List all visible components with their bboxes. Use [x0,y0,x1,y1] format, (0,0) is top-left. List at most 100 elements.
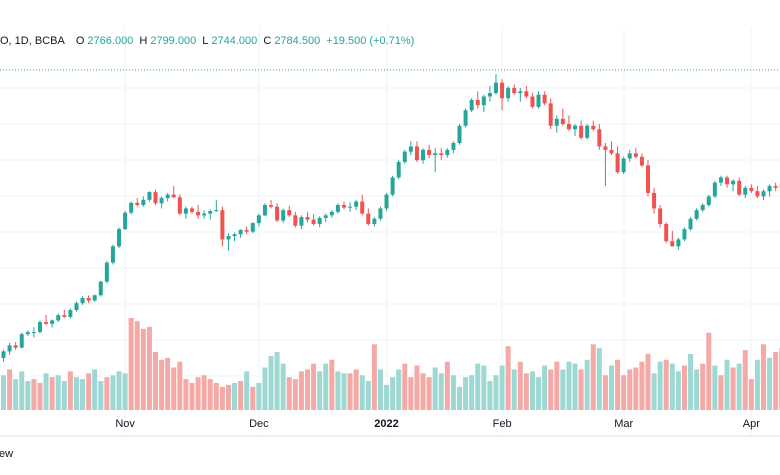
candle-body [561,119,565,124]
candle-body [190,208,194,211]
volume-bar [311,364,316,410]
candle-body [774,186,778,188]
volume-bar [390,377,395,410]
volume-bar [165,358,170,410]
candle-body [458,126,462,143]
volume-bar [68,371,73,410]
volume-bar [512,369,517,410]
candle-body [482,97,486,106]
candle-body [768,186,772,191]
candle-body [123,213,127,229]
candle-body [512,88,516,93]
volume-bar [433,368,438,411]
candle-body [56,315,60,320]
volume-bar [366,381,371,410]
volume-bar [566,362,571,410]
time-axis-label: Feb [493,418,512,430]
volume-bar [129,318,134,410]
volume-bar [341,373,346,410]
volume-bar [250,387,255,410]
candle-body [93,295,97,300]
candle-body [293,215,297,225]
volume-bar [299,371,304,410]
candle-body [245,230,249,232]
candle-body [518,91,522,93]
volume-bar [591,344,596,410]
volume-bar [56,375,61,410]
candle-body [494,83,498,93]
volume-bar [767,358,772,410]
volume-bar [639,362,644,410]
candle-body [397,162,401,178]
time-axis-label: Apr [743,418,760,430]
candle-body [409,146,413,151]
volume-bar [536,377,541,410]
time-axis-label: Dec [249,418,269,430]
volume-bar [44,373,49,410]
candle-body [366,214,370,224]
candle-body [172,195,176,198]
volume-bar [74,377,79,410]
candle-body [573,126,577,129]
candle-body [330,212,334,215]
volume-bar [214,383,219,410]
volume-bar [348,373,353,410]
candle-body [141,200,145,205]
candle-body [160,198,164,203]
volume-bar [305,369,310,410]
candle-body [214,210,218,211]
volume-bar [609,366,614,410]
candle-body [385,195,389,209]
candle-body [506,88,510,98]
time-axis-label: Nov [115,418,135,430]
candle-body [743,188,747,195]
candle-body [646,165,650,193]
candle-body [196,212,200,215]
volume-bar [737,364,742,410]
candle-body [348,207,352,208]
candle-body [421,150,425,160]
volume-bar [554,362,559,410]
volume-bar [670,364,675,410]
candle-body [269,205,273,207]
volume-bar [147,327,152,410]
candle-body [603,146,607,149]
candle-body [445,150,449,155]
candle-body [32,332,36,333]
volume-bar [141,329,146,410]
volume-bar [402,364,407,410]
candle-body [555,119,559,126]
volume-bar [481,366,486,410]
candle-body [81,298,85,303]
candle-body [451,143,455,150]
symbol-label: O, 1D, BCBA [0,35,65,47]
volume-bar [31,379,36,410]
volume-bar [177,362,182,410]
high-label: H [139,35,147,47]
candle-body [725,177,729,184]
candle-body [664,224,668,241]
volume-bar [196,377,201,410]
volume-bar [469,375,474,410]
time-axis-label: Mar [614,418,633,430]
volume-bar [354,369,359,410]
candle-body [263,205,267,215]
candle-body [731,181,735,184]
volume-bar [110,375,115,410]
candle-body [239,230,243,234]
candle-body [117,229,121,246]
volume-bar [427,377,432,410]
candle-body [2,351,6,358]
volume-bar [159,360,164,410]
volume-bar [518,362,523,410]
candle-body [38,322,42,332]
volume-bar [281,364,286,410]
volume-bar [615,360,620,410]
candle-body [129,203,133,213]
candle-body [378,208,382,218]
candle-body [658,208,662,224]
time-axis-label: 2022 [374,418,398,430]
volume-bar [506,346,511,410]
